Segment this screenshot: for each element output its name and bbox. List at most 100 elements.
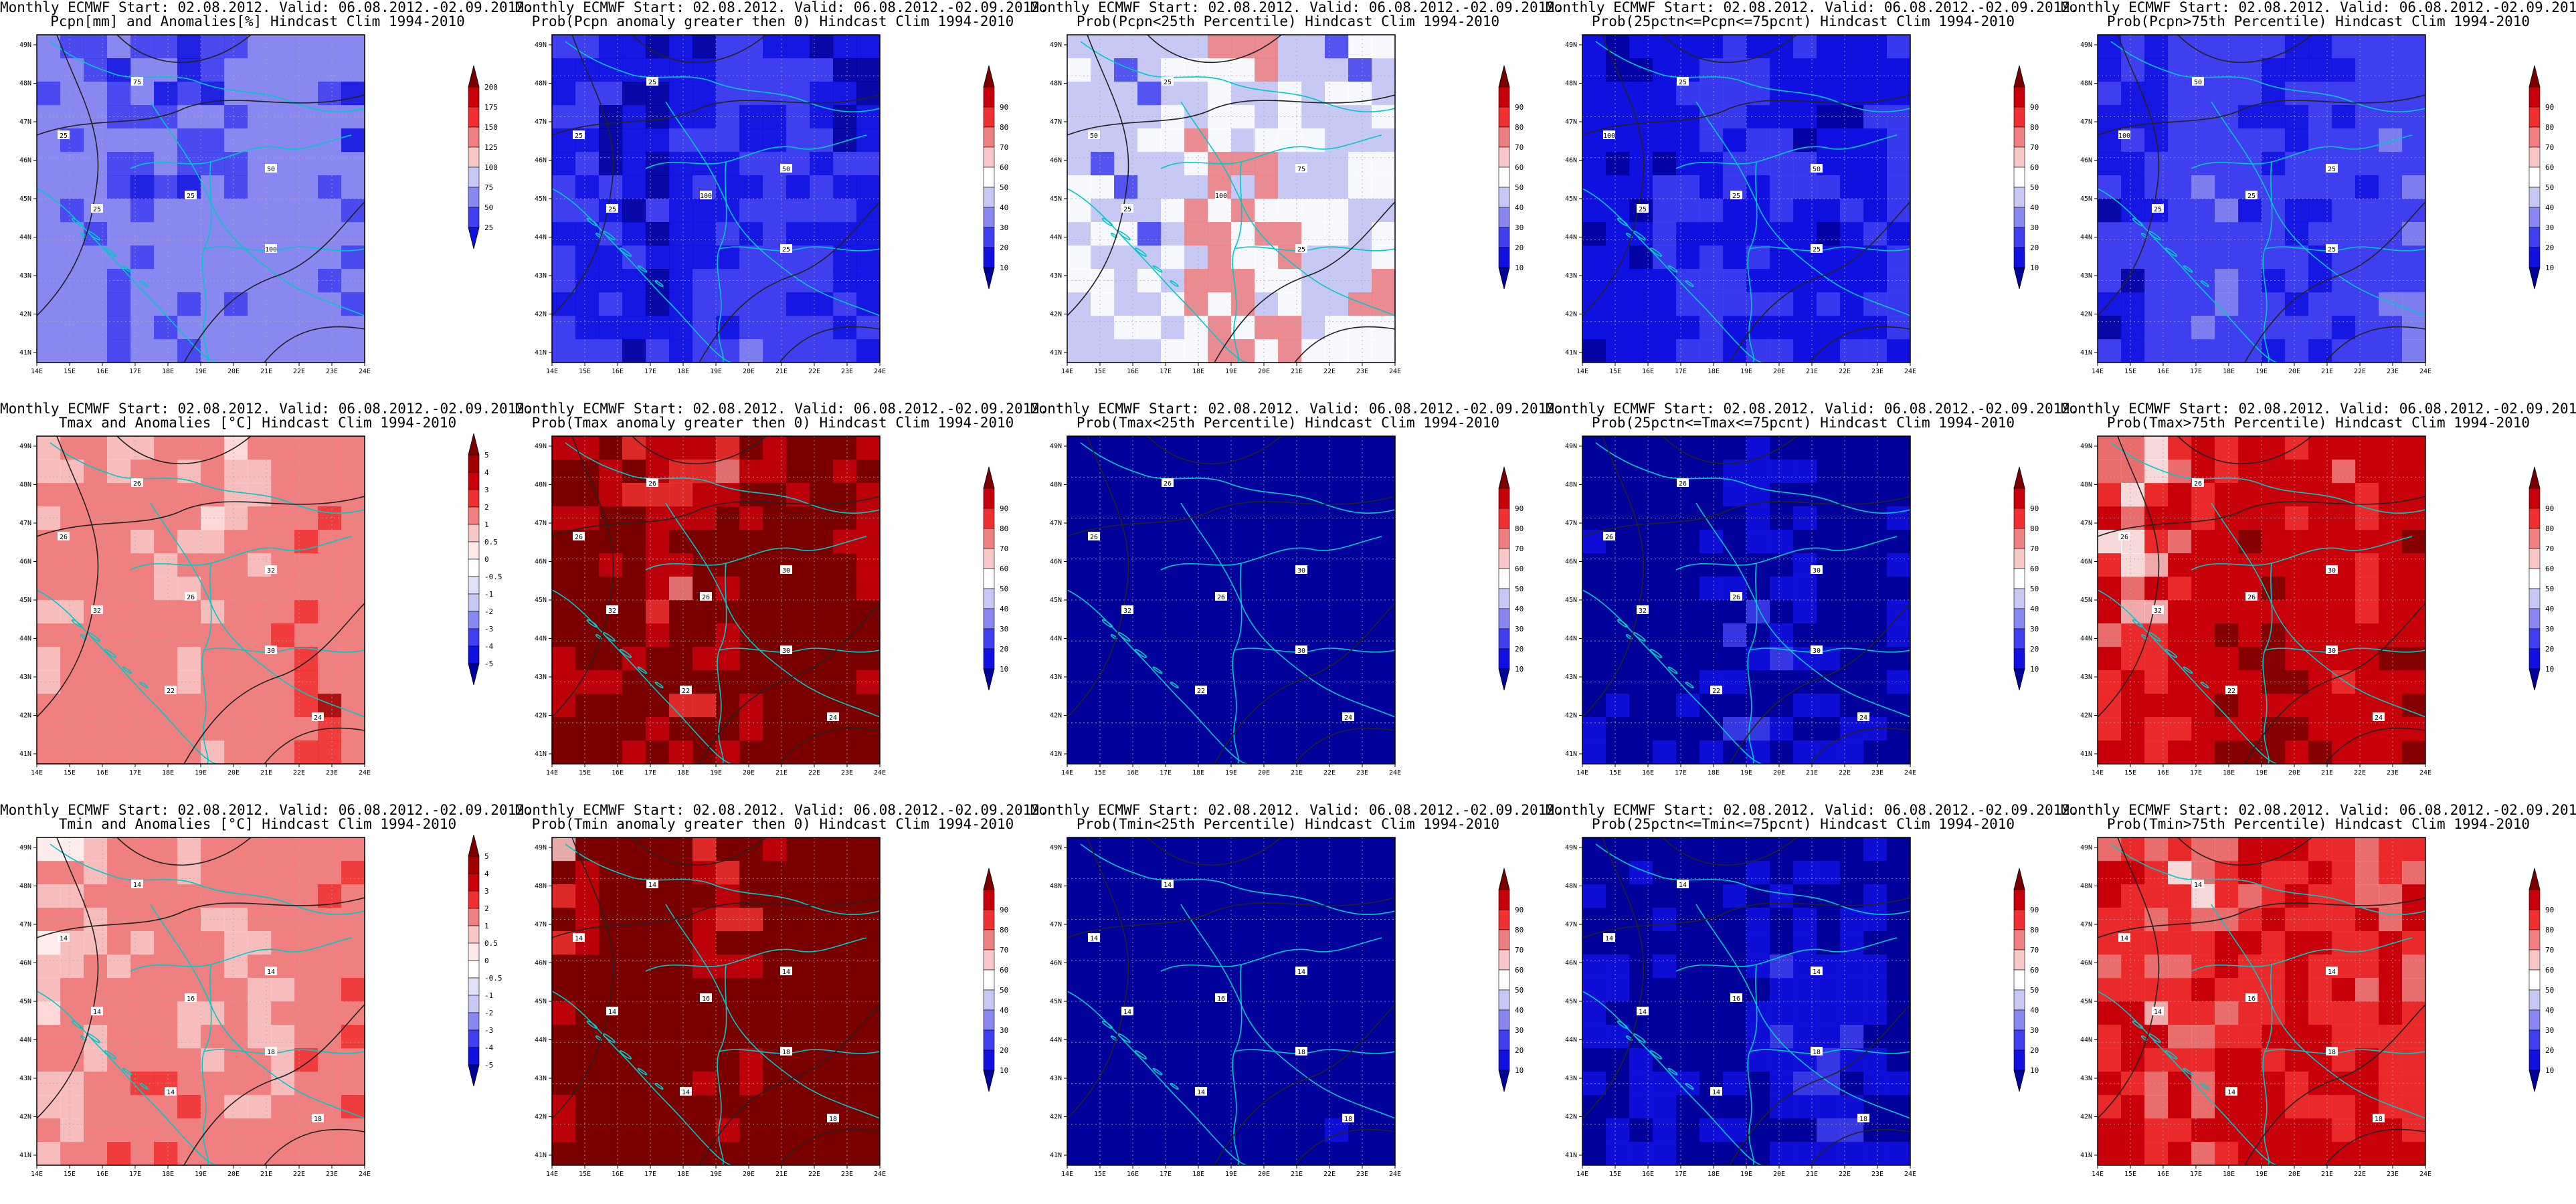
colorbar-label: 25 [484,223,493,232]
lon-tick-label: 16E [2157,769,2169,777]
map-svg: 50 100 25 25 25 25 14E 15E 16E 17E 18E 19E 20E 21E 22E… [2080,34,2554,375]
lon-tick-label: 24E [874,1171,886,1178]
contour-label: 14 [682,1089,690,1096]
lon-tick-label: 20E [1773,368,1785,375]
lon-tick-label: 19E [1225,769,1237,777]
panel-title-line2: Tmin and Anomalies [°C] Hindcast Clim 19… [58,816,457,832]
colorbar-label: 80 [1000,123,1008,132]
colorbar-label: 30 [1000,223,1008,232]
lat-tick-label: 48N [535,883,547,890]
lon-tick-label: 16E [1127,368,1139,375]
contour-label: 32 [93,607,101,615]
colorbar: 90 80 70 60 50 40 30 20 10 [983,466,1008,691]
colorbar: 5 4 3 2 1 0.5 0 -0.5 -1 -2 -3 -4 -5 [468,834,502,1087]
lat-tick-label: 48N [19,883,31,890]
lon-tick-label: 17E [2190,769,2202,777]
colorbar-label: 40 [1000,1006,1008,1015]
lon-tick-label: 15E [64,368,76,375]
lat-tick-label: 46N [2080,559,2092,566]
lon-tick-label: 19E [1740,368,1752,375]
lon-tick-label: 15E [64,1171,76,1178]
contour-label: 32 [1123,607,1131,615]
lon-tick-label: 21E [2321,769,2333,777]
panel-title-line1: Monthly ECMWF Start: 02.08.2012. Valid: … [2061,401,2576,417]
colorbar-label: 30 [2030,223,2039,232]
colorbar-label: 80 [1000,926,1008,934]
colorbar: 5 4 3 2 1 0.5 0 -0.5 -1 -2 -3 -4 -5 [468,433,502,686]
colorbar-label: 70 [2030,946,2039,955]
contour-label: 14 [2120,935,2128,942]
lat-tick-label: 48N [1050,80,1062,88]
lat-tick-label: 41N [1565,750,1577,758]
lat-tick-label: 45N [2080,597,2092,604]
panel-title-line2: Prob(Tmin>75th Percentile) Hindcast Clim… [2106,816,2531,832]
lat-tick-label: 47N [1050,118,1062,126]
lon-tick-label: 23E [841,368,853,375]
lon-tick-label: 15E [1094,368,1106,375]
colorbar-label: 20 [1000,645,1008,654]
lon-tick-label: 21E [1291,1171,1303,1178]
contour-label: 30 [2328,567,2336,575]
lat-tick-label: 46N [535,960,547,967]
lon-tick-label: 23E [1356,368,1368,375]
map-panel-tmin-4: Monthly ECMWF Start: 02.08.2012. Valid: … [1546,803,2079,1204]
lon-tick-label: 22E [808,769,820,777]
contour-label: 100 [1215,193,1227,200]
lon-tick-label: 21E [775,368,788,375]
lat-tick-label: 44N [1050,1037,1062,1044]
colorbar-label: 30 [1515,625,1524,633]
colorbar-label: 10 [2545,665,2554,674]
lat-tick-label: 42N [2080,712,2092,720]
lat-tick-label: 49N [2080,443,2092,450]
lat-tick-label: 41N [2080,750,2092,758]
lat-tick-label: 46N [535,157,547,165]
colorbar-label: 60 [1000,565,1008,573]
lon-tick-label: 23E [841,1171,853,1178]
colorbar-label: 10 [2030,665,2039,674]
lon-tick-label: 24E [1904,368,1916,375]
contour-label: 75 [133,79,141,86]
lat-tick-label: 42N [1565,311,1577,318]
contour-label: 14 [2328,969,2336,976]
map-panel-tmin-2: Monthly ECMWF Start: 02.08.2012. Valid: … [515,803,1048,1204]
colorbar: 90 80 70 60 50 40 30 20 10 [2528,65,2554,290]
lat-tick-label: 41N [1565,349,1577,357]
colorbar-label: 30 [2545,223,2554,232]
colorbar-label: 3 [484,887,489,896]
colorbar-label: 60 [2030,966,2039,975]
colorbar-label: 10 [1515,1066,1524,1075]
lon-tick-label: 19E [2256,769,2268,777]
lon-tick-label: 17E [1160,368,1172,375]
lat-tick-label: 45N [1050,597,1062,604]
lon-tick-label: 19E [1740,1171,1752,1178]
colorbar-label: 70 [2030,143,2039,152]
contour-label: 25 [1732,193,1740,200]
lat-tick-label: 46N [1565,157,1577,165]
lat-tick-label: 47N [1050,921,1062,928]
lat-tick-label: 47N [535,921,547,928]
contour-label: 25 [1813,246,1821,254]
lat-tick-label: 46N [19,960,31,967]
panel-title-line1: Monthly ECMWF Start: 02.08.2012. Valid: … [515,0,1048,15]
lat-tick-label: 47N [1565,118,1577,126]
lon-tick-label: 19E [1225,1171,1237,1178]
colorbar-label: 10 [1000,264,1008,272]
colorbar-label: 90 [1515,103,1524,112]
contour-label: 100 [2118,132,2130,140]
colorbar: 90 80 70 60 50 40 30 20 10 [2013,868,2039,1092]
lat-tick-label: 45N [2080,195,2092,203]
colorbar-label: 70 [1515,946,1524,955]
map-panel-tmin-3: Monthly ECMWF Start: 02.08.2012. Valid: … [1030,803,1564,1204]
lon-tick-label: 24E [359,769,371,777]
colorbar: 90 80 70 60 50 40 30 20 10 [2013,65,2039,290]
lat-tick-label: 44N [19,635,31,643]
colorbar-label: 50 [1515,183,1524,192]
colorbar-label: 10 [1515,264,1524,272]
lat-tick-label: 49N [535,41,547,49]
lon-tick-label: 21E [260,769,272,777]
colorbar-label: 60 [2030,565,2039,573]
lat-tick-label: 45N [19,195,31,203]
lon-tick-label: 19E [195,769,207,777]
